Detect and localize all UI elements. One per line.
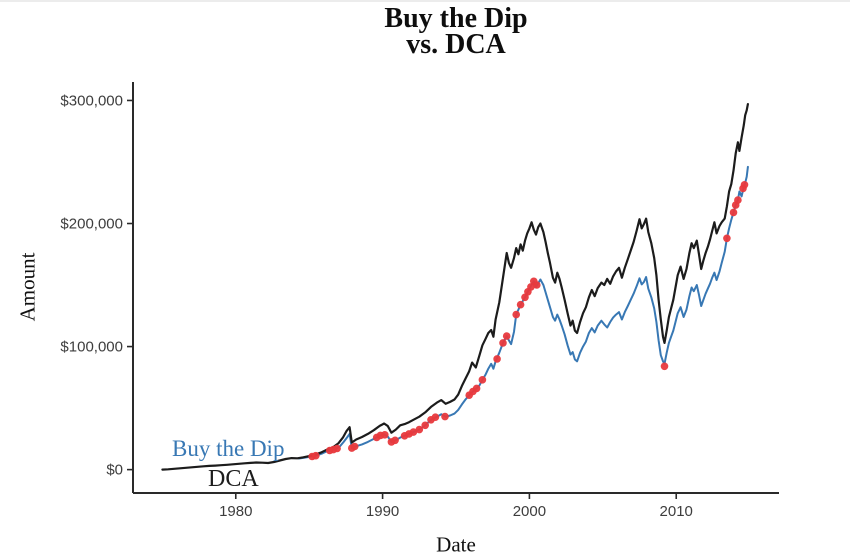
dip-purchase-dot (723, 234, 731, 243)
dip-purchase-dot (740, 181, 749, 189)
dip-purchase-dot (516, 300, 525, 309)
dip-purchase-dot (415, 425, 424, 434)
buy-the-dip-line (297, 165, 749, 460)
dip-purchase-dot (512, 310, 520, 319)
y-tick-label: $0 (106, 462, 123, 479)
chart-title-line2: vs. DCA (406, 29, 506, 60)
dip-purchase-dot (729, 208, 738, 217)
x-tick-label: 2000 (513, 503, 546, 520)
dip-purchase-dot (660, 362, 669, 371)
y-tick-label: $300,000 (60, 92, 123, 109)
dip-purchase-dot (472, 384, 481, 393)
dip-purchase-dot (350, 442, 359, 451)
y-axis-title: Amount (15, 252, 40, 322)
chart-title: Buy the Dip vs. DCA (133, 3, 779, 60)
x-tick-label: 1990 (366, 503, 399, 520)
dip-purchase-dot (533, 281, 541, 289)
y-tick-label: $100,000 (60, 339, 123, 356)
frame-top-edge (0, 0, 850, 2)
dip-purchase-dot (734, 196, 742, 204)
chart-title-line1: Buy the Dip (384, 3, 528, 34)
dip-purchase-dot (312, 451, 320, 460)
dip-purchase-dot (381, 431, 389, 439)
dip-purchase-dot (333, 444, 341, 453)
dip-purchase-dot (502, 332, 511, 340)
dip-purchase-dot (527, 283, 535, 291)
dip-purchase-dot (499, 339, 507, 347)
x-tick-label: 1980 (219, 503, 252, 520)
dip-purchase-dot (441, 412, 449, 421)
dca-label: DCA (208, 466, 259, 492)
x-tick-label: 2010 (660, 503, 693, 520)
dip-purchase-dot (431, 413, 440, 422)
dip-purchase-dot (421, 421, 430, 430)
dip-purchase-dot (478, 376, 487, 384)
dca-line (161, 102, 750, 471)
y-tick-label: $200,000 (60, 216, 123, 233)
dip-purchase-dot (391, 436, 399, 445)
dip-purchase-dot (493, 355, 501, 363)
dip-purchase-dot (409, 428, 418, 436)
buy-the-dip-label: Buy the Dip (172, 436, 285, 461)
x-axis-title: Date (436, 532, 476, 557)
